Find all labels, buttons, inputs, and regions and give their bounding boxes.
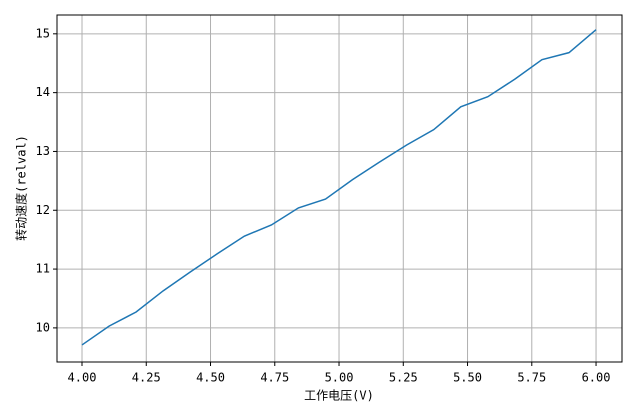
x-tick-label: 4.75 [260,371,289,385]
y-tick-label: 12 [36,203,50,217]
x-axis-label: 工作电压(V) [304,389,374,403]
y-axis-label: 转动速度(relval) [14,135,29,241]
x-tick-label: 6.00 [582,371,611,385]
x-tick-label: 4.25 [132,371,161,385]
plot-frame [56,14,623,363]
x-tick-label: 5.50 [453,371,482,385]
data-line [81,29,597,346]
x-tick-label: 5.25 [389,371,418,385]
x-tick-label: 5.00 [325,371,354,385]
y-tick-label: 14 [36,85,50,99]
x-tick-label: 4.00 [68,371,97,385]
x-tick-label: 4.50 [196,371,225,385]
y-tick-label: 13 [36,144,50,158]
x-tick-label: 5.75 [517,371,546,385]
y-tick-label: 11 [36,262,50,276]
y-tick-label: 15 [36,26,50,40]
y-tick-label: 10 [36,320,50,334]
